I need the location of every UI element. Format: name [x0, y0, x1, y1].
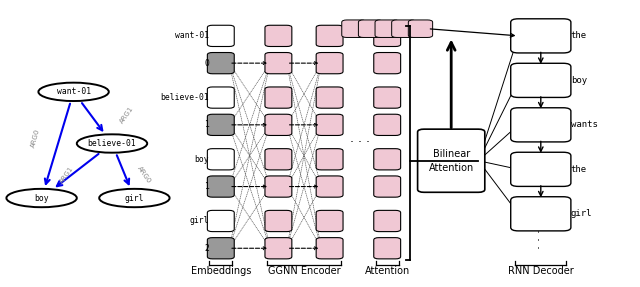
Text: girl: girl — [125, 193, 144, 203]
FancyBboxPatch shape — [316, 114, 343, 135]
FancyBboxPatch shape — [207, 210, 234, 232]
FancyBboxPatch shape — [316, 176, 343, 197]
FancyBboxPatch shape — [265, 87, 292, 108]
FancyBboxPatch shape — [316, 210, 343, 232]
FancyBboxPatch shape — [408, 20, 433, 37]
FancyBboxPatch shape — [511, 108, 571, 142]
FancyBboxPatch shape — [207, 176, 234, 197]
Text: 1: 1 — [204, 182, 209, 191]
FancyBboxPatch shape — [511, 63, 571, 98]
Text: ARG0: ARG0 — [136, 165, 152, 185]
Text: girl: girl — [190, 216, 209, 226]
Text: believe-01: believe-01 — [161, 93, 209, 102]
FancyBboxPatch shape — [207, 238, 234, 259]
FancyBboxPatch shape — [358, 20, 383, 37]
FancyBboxPatch shape — [207, 149, 234, 170]
Text: want-01: want-01 — [56, 87, 91, 96]
Text: ARG0: ARG0 — [31, 128, 41, 148]
Text: · · ·: · · · — [349, 135, 370, 149]
Text: Attention: Attention — [365, 265, 410, 276]
FancyBboxPatch shape — [207, 25, 234, 46]
FancyBboxPatch shape — [417, 129, 485, 192]
FancyBboxPatch shape — [265, 53, 292, 74]
Text: the: the — [571, 165, 587, 174]
FancyBboxPatch shape — [316, 87, 343, 108]
FancyBboxPatch shape — [511, 197, 571, 231]
FancyBboxPatch shape — [374, 53, 401, 74]
FancyBboxPatch shape — [374, 176, 401, 197]
FancyBboxPatch shape — [265, 149, 292, 170]
FancyBboxPatch shape — [374, 149, 401, 170]
Text: Attention: Attention — [429, 163, 474, 173]
FancyBboxPatch shape — [316, 25, 343, 46]
Text: ARG1: ARG1 — [59, 165, 76, 185]
Text: 0: 0 — [204, 59, 209, 68]
FancyBboxPatch shape — [511, 19, 571, 53]
FancyBboxPatch shape — [374, 114, 401, 135]
FancyBboxPatch shape — [342, 20, 366, 37]
FancyBboxPatch shape — [511, 152, 571, 187]
FancyBboxPatch shape — [374, 210, 401, 232]
FancyBboxPatch shape — [207, 87, 234, 108]
FancyBboxPatch shape — [374, 238, 401, 259]
Text: boy: boy — [195, 155, 209, 164]
FancyBboxPatch shape — [316, 149, 343, 170]
Text: boy: boy — [35, 193, 49, 203]
FancyBboxPatch shape — [392, 20, 416, 37]
Text: ARG1: ARG1 — [118, 105, 135, 125]
FancyBboxPatch shape — [374, 87, 401, 108]
Text: Bilinear: Bilinear — [433, 149, 470, 158]
Text: boy: boy — [571, 76, 587, 85]
FancyBboxPatch shape — [265, 238, 292, 259]
Text: 2: 2 — [204, 244, 209, 253]
Text: RNN Decoder: RNN Decoder — [508, 265, 573, 276]
Text: girl: girl — [571, 209, 593, 218]
FancyBboxPatch shape — [375, 20, 399, 37]
FancyBboxPatch shape — [316, 53, 343, 74]
FancyBboxPatch shape — [265, 176, 292, 197]
FancyBboxPatch shape — [374, 25, 401, 46]
Text: the: the — [571, 31, 587, 40]
Text: want-01: want-01 — [175, 31, 209, 40]
FancyBboxPatch shape — [265, 114, 292, 135]
FancyBboxPatch shape — [265, 25, 292, 46]
FancyBboxPatch shape — [265, 210, 292, 232]
Text: · · ·: · · · — [534, 229, 547, 249]
FancyBboxPatch shape — [316, 238, 343, 259]
FancyBboxPatch shape — [207, 53, 234, 74]
Text: Embeddings: Embeddings — [191, 265, 251, 276]
FancyBboxPatch shape — [207, 114, 234, 135]
Text: wants: wants — [571, 120, 598, 129]
Text: GGNN Encoder: GGNN Encoder — [268, 265, 340, 276]
Text: believe-01: believe-01 — [88, 139, 136, 148]
Text: 1: 1 — [204, 120, 209, 129]
